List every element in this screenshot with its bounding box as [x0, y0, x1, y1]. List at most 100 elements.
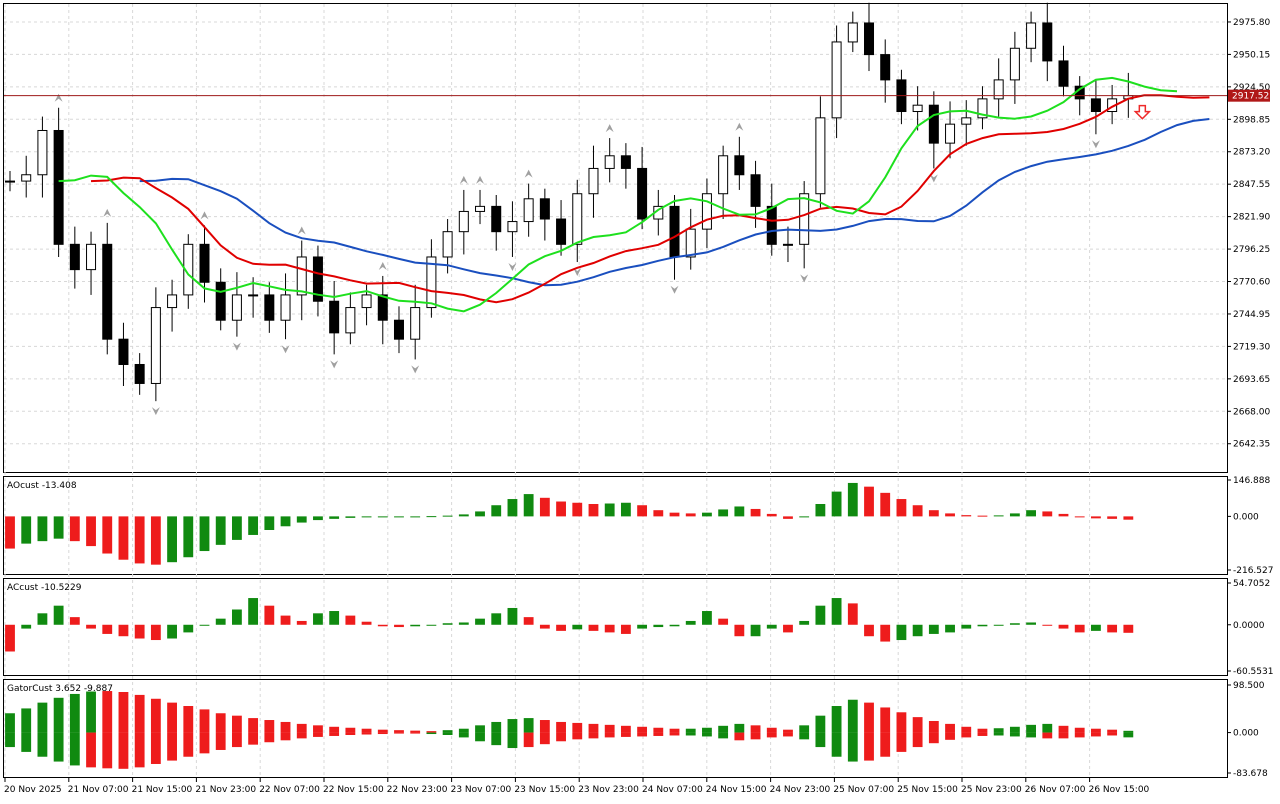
gator-lower-bar	[410, 732, 421, 734]
histogram-bar	[637, 505, 648, 517]
gator-lower-bar	[539, 732, 550, 745]
gator-upper-bar	[394, 730, 404, 733]
gator-upper-bar	[361, 728, 372, 733]
gator-lower-bar	[1026, 732, 1036, 738]
price-panel[interactable]	[4, 0, 1227, 416]
candle	[847, 22, 858, 43]
candle	[880, 54, 891, 81]
histogram-bar	[248, 516, 259, 535]
candle	[86, 243, 97, 271]
gator-upper-bar	[556, 721, 566, 733]
gator-lower-bar	[329, 732, 340, 736]
candle	[312, 256, 323, 302]
histogram-bar	[977, 515, 988, 517]
candle	[118, 338, 129, 365]
histogram-bar	[507, 607, 518, 625]
gator-upper-bar	[377, 729, 388, 733]
gator-upper-bar	[280, 721, 291, 733]
histogram-bar	[945, 624, 955, 633]
histogram-bar	[21, 624, 32, 629]
x-tick-label: 23 Nov 23:00	[578, 785, 639, 795]
histogram-bar	[491, 505, 502, 517]
candle	[799, 193, 810, 245]
histogram-bar	[86, 624, 96, 629]
histogram-bar	[329, 611, 340, 625]
gator-lower-bar	[1042, 732, 1053, 739]
histogram-bar	[799, 620, 810, 625]
histogram-bar	[199, 624, 210, 626]
candle	[150, 307, 161, 384]
gator-lower-bar	[1107, 732, 1118, 736]
histogram-bar	[993, 515, 1004, 517]
histogram-bar	[134, 516, 145, 564]
gator-upper-bar	[264, 720, 275, 733]
histogram-bar	[134, 624, 145, 639]
histogram-bar	[118, 624, 129, 637]
histogram-bar	[426, 516, 437, 518]
candle	[296, 256, 307, 296]
histogram-bar	[831, 598, 842, 625]
histogram-bar	[1058, 624, 1069, 629]
histogram-bar	[37, 613, 48, 625]
candle	[231, 294, 242, 321]
histogram-bar	[928, 624, 939, 634]
histogram-bar	[150, 516, 161, 565]
y-tick-label: 2975.80	[1233, 18, 1270, 28]
gator-lower-bar	[134, 732, 145, 768]
gator-lower-bar	[572, 732, 583, 740]
gator-lower-bar	[847, 732, 858, 762]
candle	[831, 41, 842, 119]
x-tick-label: 25 Nov 23:00	[961, 785, 1022, 795]
gator-panel[interactable]	[5, 691, 1134, 769]
histogram-bar	[5, 516, 15, 549]
histogram-bar	[588, 503, 599, 517]
histogram-bar	[102, 516, 113, 554]
ao-panel[interactable]	[5, 482, 1134, 565]
gator-upper-bar	[1074, 727, 1085, 733]
x-tick-label: 22 Nov 15:00	[323, 785, 384, 795]
candle	[620, 155, 631, 169]
histogram-bar	[750, 624, 761, 637]
gator-lower-bar	[718, 732, 729, 739]
gator-lower-bar	[377, 732, 388, 735]
histogram-bar	[426, 624, 437, 626]
histogram-bar	[53, 516, 64, 539]
gator-lower-bar	[394, 732, 404, 734]
ac-panel[interactable]	[5, 598, 1134, 652]
gator-lower-bar	[280, 732, 291, 741]
grid	[4, 4, 1227, 777]
gator-lower-bar	[458, 732, 469, 738]
gator-upper-bar	[118, 692, 129, 733]
histogram-bar	[410, 516, 421, 518]
gator-lower-bar	[702, 732, 712, 737]
gator-upper-bar	[653, 727, 664, 733]
candle	[199, 243, 210, 283]
gator-upper-bar	[248, 718, 259, 733]
gator-upper-bar	[523, 718, 534, 733]
histogram-bar	[880, 624, 891, 642]
gator-label: GatorCust 3.652 -9.887	[7, 684, 113, 694]
candle	[782, 243, 793, 246]
histogram-bar	[766, 513, 777, 517]
candle	[604, 155, 615, 169]
histogram-bar	[653, 624, 664, 628]
y-tick-label: 2642.35	[1233, 440, 1270, 450]
gator-upper-bar	[604, 724, 615, 733]
gator-lower-bar	[961, 732, 972, 738]
histogram-bar	[183, 624, 194, 633]
histogram-bar	[718, 618, 729, 625]
histogram-bar	[928, 510, 939, 517]
histogram-bar	[1074, 516, 1085, 518]
gator-lower-bar	[556, 732, 566, 742]
gator-upper-bar	[491, 721, 502, 733]
x-tick-label: 21 Nov 15:00	[132, 785, 193, 795]
candle	[523, 198, 534, 223]
y-tick-label: 2693.65	[1233, 375, 1270, 385]
candle	[134, 363, 145, 384]
candle	[377, 294, 388, 321]
gator-upper-bar	[1042, 723, 1053, 733]
histogram-bar	[653, 510, 664, 517]
histogram-bar	[523, 494, 534, 517]
